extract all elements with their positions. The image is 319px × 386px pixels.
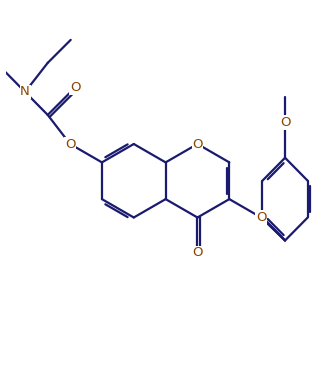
Text: O: O — [192, 246, 203, 259]
Text: O: O — [70, 81, 80, 94]
Text: O: O — [256, 211, 266, 224]
Text: N: N — [20, 85, 30, 98]
Text: O: O — [280, 116, 290, 129]
Text: O: O — [192, 137, 203, 151]
Text: O: O — [65, 137, 75, 151]
